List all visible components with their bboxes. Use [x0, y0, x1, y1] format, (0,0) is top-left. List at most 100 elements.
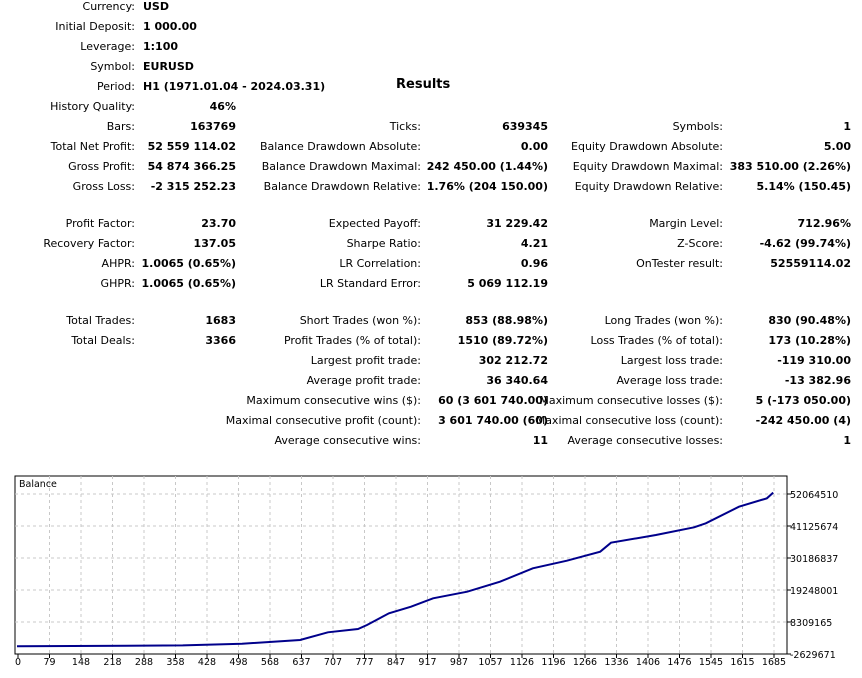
lr-standard-error-value: 5 069 112.19	[467, 277, 548, 290]
expected-payoff-label: Expected Payoff:	[328, 217, 421, 230]
total-trades-value: 1683	[205, 314, 236, 327]
x-tick-label: 0	[15, 657, 21, 668]
maximal-consecutive-profit-count-value: 3 601 740.00 (60)	[438, 414, 548, 427]
gross-profit-label: Gross Profit:	[68, 160, 135, 173]
largest-profit-trade-value: 302 212.72	[478, 354, 548, 367]
x-tick-label: 1615	[730, 657, 754, 668]
lr-correlation-label: LR Correlation:	[339, 257, 421, 270]
period-label: Period:	[96, 80, 135, 93]
equity-drawdown-maximal-label: Equity Drawdown Maximal:	[572, 160, 723, 173]
margin-level-value: 712.96%	[797, 217, 851, 230]
x-tick-label: 79	[43, 657, 55, 668]
balance-drawdown-maximal-label: Balance Drawdown Maximal:	[261, 160, 421, 173]
results-title: Results	[396, 77, 451, 92]
y-tick-label: 30186837	[790, 554, 838, 565]
maximum-consecutive-wins-value: 60 (3 601 740.00)	[438, 394, 548, 407]
period-value: H1 (1971.01.04 - 2024.03.31)	[143, 80, 326, 93]
maximum-consecutive-losses-value: 5 (-173 050.00)	[755, 394, 851, 407]
x-tick-label: 1266	[573, 657, 597, 668]
symbols-label: Symbols:	[672, 120, 723, 133]
ontester-result-label: OnTester result:	[636, 257, 723, 270]
x-tick-label: 1476	[667, 657, 691, 668]
largest-profit-trade-label: Largest profit trade:	[310, 354, 421, 367]
chart-title: Balance	[19, 479, 57, 490]
balance-line	[16, 491, 774, 648]
x-tick-label: 637	[292, 657, 310, 668]
leverage-value: 1:100	[143, 40, 179, 53]
x-tick-label: 1336	[604, 657, 628, 668]
profit-factor-label: Profit Factor:	[65, 217, 135, 230]
leverage-label: Leverage:	[80, 40, 135, 53]
balance-drawdown-relative-value: 1.76% (204 150.00)	[426, 180, 548, 193]
average-consecutive-losses-value: 1	[843, 434, 851, 447]
history-quality-label: History Quality:	[50, 100, 135, 113]
average-consecutive-wins-value: 11	[532, 434, 548, 447]
gross-loss-value: -2 315 252.23	[150, 180, 236, 193]
short-trades-won-label: Short Trades (won %):	[299, 314, 421, 327]
maximal-consecutive-loss-count-label: Maximal consecutive loss (count):	[535, 414, 723, 427]
profit-factor-value: 23.70	[201, 217, 236, 230]
long-trades-won-label: Long Trades (won %):	[604, 314, 723, 327]
symbols-value: 1	[843, 120, 851, 133]
average-profit-trade-label: Average profit trade:	[306, 374, 421, 387]
profit-trades-of-total-label: Profit Trades (% of total):	[283, 334, 421, 347]
ghpr-label: GHPR:	[100, 277, 135, 290]
initial-deposit-value: 1 000.00	[143, 20, 197, 33]
lr-correlation-value: 0.96	[520, 257, 548, 270]
balance-drawdown-absolute-value: 0.00	[520, 140, 548, 153]
balance-drawdown-relative-label: Balance Drawdown Relative:	[263, 180, 421, 193]
bars-value: 163769	[190, 120, 236, 133]
average-profit-trade-value: 36 340.64	[486, 374, 548, 387]
symbol-value: EURUSD	[143, 60, 194, 73]
x-tick-label: 847	[387, 657, 405, 668]
total-deals-label: Total Deals:	[71, 334, 135, 347]
x-tick-label: 1545	[699, 657, 723, 668]
bars-label: Bars:	[106, 120, 135, 133]
margin-level-label: Margin Level:	[649, 217, 723, 230]
chart-frame	[14, 475, 788, 655]
y-tick-label: 41125674	[790, 522, 838, 533]
balance-drawdown-maximal-value: 242 450.00 (1.44%)	[426, 160, 548, 173]
maximum-consecutive-wins-label: Maximum consecutive wins ($):	[246, 394, 421, 407]
equity-drawdown-absolute-value: 5.00	[823, 140, 851, 153]
average-consecutive-wins-label: Average consecutive wins:	[274, 434, 421, 447]
x-tick-label: 1196	[541, 657, 565, 668]
y-tick-label: 8309165	[790, 618, 832, 629]
z-score-value: -4.62 (99.74%)	[759, 237, 851, 250]
initial-deposit-label: Initial Deposit:	[55, 20, 135, 33]
largest-loss-trade-label: Largest loss trade:	[620, 354, 723, 367]
x-tick-label: 1057	[478, 657, 502, 668]
maximum-consecutive-losses-label: Maximum consecutive losses ($):	[539, 394, 723, 407]
maximal-consecutive-loss-count-value: -242 450.00 (4)	[755, 414, 851, 427]
gross-profit-value: 54 874 366.25	[147, 160, 236, 173]
ahpr-value: 1.0065 (0.65%)	[141, 257, 237, 270]
x-tick-label: 568	[261, 657, 279, 668]
x-tick-label: 1126	[510, 657, 534, 668]
balance-drawdown-absolute-label: Balance Drawdown Absolute:	[259, 140, 421, 153]
ghpr-value: 1.0065 (0.65%)	[141, 277, 237, 290]
x-tick-label: 707	[324, 657, 342, 668]
x-tick-label: 1406	[636, 657, 660, 668]
expected-payoff-value: 31 229.42	[486, 217, 548, 230]
y-tick-label: 19248001	[790, 586, 838, 597]
largest-loss-trade-value: -119 310.00	[777, 354, 851, 367]
history-quality-value: 46%	[209, 100, 236, 113]
gross-loss-label: Gross Loss:	[72, 180, 135, 193]
sharpe-ratio-value: 4.21	[520, 237, 548, 250]
total-net-profit-label: Total Net Profit:	[50, 140, 135, 153]
x-tick-label: 288	[135, 657, 153, 668]
short-trades-won-value: 853 (88.98%)	[465, 314, 548, 327]
profit-trades-of-total-value: 1510 (89.72%)	[457, 334, 548, 347]
maximal-consecutive-profit-count-label: Maximal consecutive profit (count):	[225, 414, 421, 427]
x-tick-label: 218	[103, 657, 121, 668]
x-tick-label: 428	[198, 657, 216, 668]
x-tick-label: 987	[450, 657, 468, 668]
total-net-profit-value: 52 559 114.02	[147, 140, 236, 153]
long-trades-won-value: 830 (90.48%)	[768, 314, 851, 327]
equity-drawdown-relative-value: 5.14% (150.45)	[756, 180, 852, 193]
symbol-label: Symbol:	[90, 60, 135, 73]
total-deals-value: 3366	[205, 334, 236, 347]
y-tick-label: 52064510	[790, 490, 838, 501]
y-tick-label: -2629671	[790, 650, 836, 661]
ticks-label: Ticks:	[389, 120, 421, 133]
